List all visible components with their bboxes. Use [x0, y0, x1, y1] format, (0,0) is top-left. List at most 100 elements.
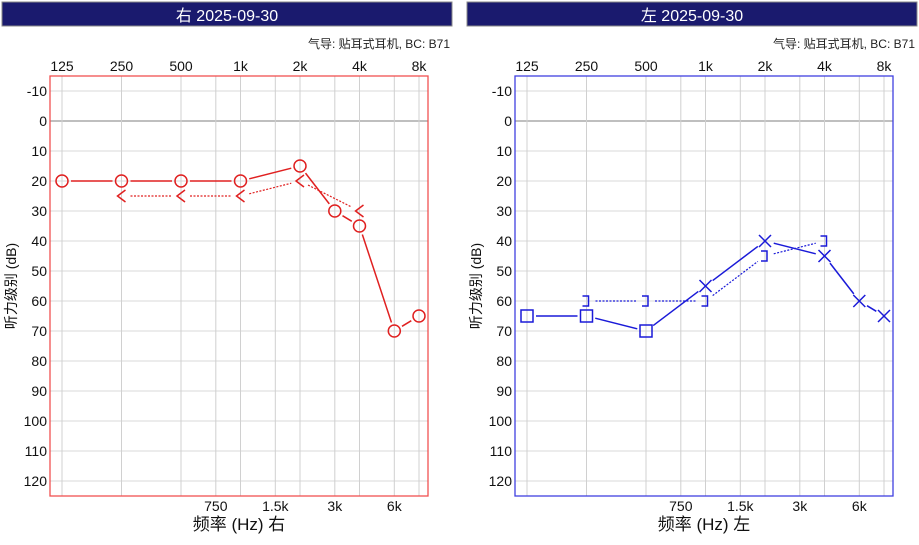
- y-tick-label: 100: [24, 413, 48, 429]
- y-tick-label: 70: [31, 323, 47, 339]
- y-tick-label: 0: [504, 113, 512, 129]
- y-tick-label: -10: [27, 83, 47, 99]
- y-tick-label: 20: [31, 173, 47, 189]
- ac-masked-marker: [639, 324, 653, 338]
- y-axis-label: 听力级别 (dB): [468, 243, 484, 329]
- bottom-tick-label: 3k: [792, 498, 808, 514]
- plot-area: [515, 76, 893, 496]
- y-tick-label: 110: [490, 443, 513, 459]
- y-tick-label: 30: [31, 203, 47, 219]
- top-tick-label: 250: [575, 58, 599, 74]
- y-tick-label: 50: [31, 263, 47, 279]
- top-tick-label: 1k: [698, 58, 714, 74]
- y-tick-label: 40: [496, 233, 512, 249]
- x-axis-label: 频率 (Hz) 左: [658, 515, 751, 534]
- series-connector: [361, 234, 393, 323]
- ac-unmasked-marker: [174, 174, 188, 188]
- chart-title: 右 2025-09-30: [176, 7, 278, 25]
- chart-title: 左 2025-09-30: [641, 7, 743, 25]
- y-tick-label: 120: [489, 473, 513, 489]
- series-connector: [773, 242, 816, 255]
- bottom-tick-label: 750: [669, 498, 693, 514]
- series-connector: [249, 182, 292, 195]
- ac-unmasked-marker: [55, 174, 69, 188]
- y-tick-label: 120: [24, 473, 48, 489]
- y-tick-label: 90: [496, 383, 512, 399]
- plot-area: [50, 76, 428, 496]
- ac-masked-marker: [520, 309, 534, 323]
- ac-unmasked-marker: [293, 159, 307, 173]
- left-ear-audiogram: 左 2025-09-30 气导: 贴耳式耳机, BC: B71 -10 0 10 20 30…: [466, 1, 918, 534]
- transducer-note: 气导: 贴耳式耳机, BC: B71: [773, 36, 915, 51]
- y-axis-label: 听力级别 (dB): [3, 243, 19, 329]
- y-tick-label: 40: [31, 233, 47, 249]
- y-tick-label: 110: [25, 443, 48, 459]
- ac-unmasked-marker: [698, 279, 713, 293]
- series-connector: [249, 167, 292, 180]
- bottom-tick-label: 6k: [387, 498, 403, 514]
- y-tick-label: 80: [496, 353, 512, 369]
- series-connector: [304, 172, 330, 205]
- y-tick-label: 60: [496, 293, 512, 309]
- series-connector: [712, 260, 759, 297]
- top-tick-label: 4k: [352, 58, 368, 74]
- bottom-tick-label: 750: [204, 498, 228, 514]
- series-connector: [307, 184, 352, 208]
- ac-masked-marker: [579, 309, 594, 323]
- bc-unmasked-marker: [354, 204, 364, 218]
- y-tick-label: 10: [31, 143, 47, 159]
- top-tick-label: 2k: [758, 58, 774, 74]
- bc-unmasked-marker: [116, 189, 126, 203]
- top-tick-label: 2k: [293, 58, 309, 74]
- ac-unmasked-marker: [387, 324, 402, 338]
- right-ear-audiogram: 右 2025-09-30 气导: 贴耳式耳机, BC: B71 -10 0 10 20 30…: [1, 1, 453, 534]
- bc-masked-marker: [761, 250, 768, 262]
- y-tick-label: 80: [31, 353, 47, 369]
- y-tick-label: 0: [39, 113, 47, 129]
- y-tick-label: 60: [31, 293, 47, 309]
- bc-unmasked-marker: [294, 174, 305, 188]
- y-tick-label: 10: [496, 143, 512, 159]
- y-tick-label: -10: [492, 83, 512, 99]
- ac-unmasked-marker: [352, 219, 367, 233]
- y-tick-label: 70: [496, 323, 512, 339]
- bottom-tick-label: 1.5k: [262, 498, 289, 514]
- ac-unmasked-marker: [114, 174, 129, 188]
- bottom-tick-label: 1.5k: [727, 498, 754, 514]
- y-tick-label: 50: [496, 263, 512, 279]
- bc-masked-marker: [701, 295, 709, 307]
- x-axis-label: 频率 (Hz) 右: [193, 515, 286, 534]
- ac-unmasked-marker: [412, 309, 426, 323]
- series-connector: [652, 290, 699, 327]
- y-tick-label: 90: [31, 383, 47, 399]
- title-bar: [1, 1, 453, 27]
- series-connector: [401, 320, 412, 327]
- bottom-tick-label: 6k: [852, 498, 868, 514]
- plot-frame: [514, 75, 894, 497]
- ac-unmasked-marker: [328, 204, 342, 218]
- bottom-tick-label: 3k: [327, 498, 343, 514]
- ac-unmasked-marker: [877, 309, 891, 323]
- bc-masked-marker: [820, 235, 828, 247]
- series-connector: [342, 215, 353, 222]
- top-tick-label: 125: [515, 58, 539, 74]
- title-bar: [466, 1, 918, 27]
- top-tick-label: 250: [110, 58, 134, 74]
- top-tick-label: 500: [634, 58, 658, 74]
- y-tick-label: 30: [496, 203, 512, 219]
- top-tick-label: 4k: [817, 58, 833, 74]
- top-tick-label: 125: [50, 58, 74, 74]
- bc-unmasked-marker: [175, 189, 186, 203]
- ac-unmasked-marker: [758, 234, 772, 248]
- bc-masked-marker: [642, 295, 649, 307]
- transducer-note: 气导: 贴耳式耳机, BC: B71: [308, 36, 450, 51]
- series-connector: [595, 317, 638, 330]
- series-connector: [829, 262, 855, 295]
- bc-unmasked-marker: [235, 189, 245, 203]
- ac-unmasked-marker: [852, 294, 866, 308]
- y-tick-label: 20: [496, 173, 512, 189]
- ac-unmasked-marker: [817, 249, 832, 263]
- bc-masked-marker: [582, 295, 590, 307]
- top-tick-label: 500: [169, 58, 193, 74]
